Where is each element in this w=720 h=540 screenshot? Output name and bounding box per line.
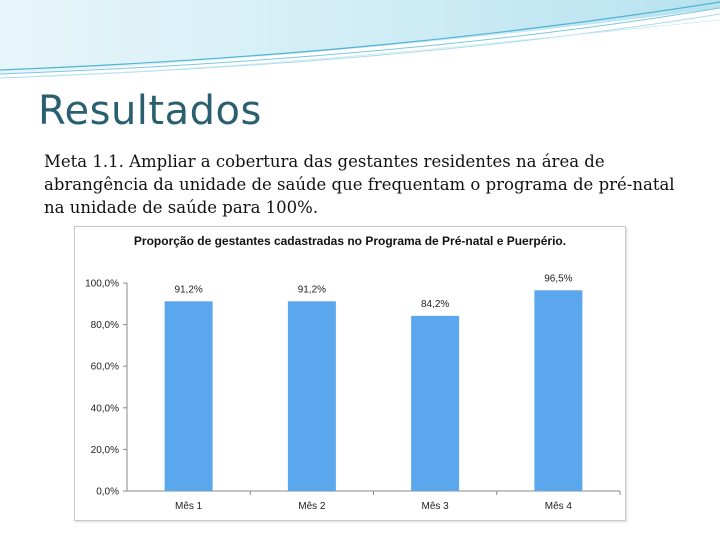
x-tick-label: Mês 4 (545, 501, 573, 512)
bar (164, 301, 213, 491)
bar-chart-plot: 0,0% 20,0% 40,0% 60,0% 80,0% 100,0% 91,2% Mês 1… (85, 273, 621, 512)
slide-title: Resultados (38, 88, 262, 134)
x-tick-label: Mês 3 (422, 501, 450, 512)
chart-title: Proporção de gestantes cadastradas no Pr… (133, 234, 567, 248)
slide-body-text: Meta 1.1. Ampliar a cobertura das gestan… (44, 152, 675, 217)
chart-container: Proporção de gestantes cadastradas no Pr… (74, 226, 626, 521)
bar (534, 290, 583, 491)
x-tick-label: Mês 2 (298, 501, 326, 512)
data-label: 96,5% (544, 273, 572, 284)
bar (411, 315, 460, 491)
x-tick-label: Mês 1 (175, 501, 203, 512)
y-tick-label: 0,0% (96, 487, 119, 498)
data-label: 84,2% (421, 299, 449, 310)
y-tick-label: 40,0% (91, 403, 119, 414)
header-wave-decoration (0, 0, 720, 79)
bar (287, 301, 336, 491)
data-label: 91,2% (298, 284, 326, 295)
y-tick-label: 80,0% (91, 320, 119, 331)
y-tick-label: 60,0% (91, 362, 119, 373)
y-tick-label: 20,0% (91, 445, 119, 456)
data-label: 91,2% (174, 284, 202, 295)
y-tick-label: 100,0% (85, 279, 119, 290)
